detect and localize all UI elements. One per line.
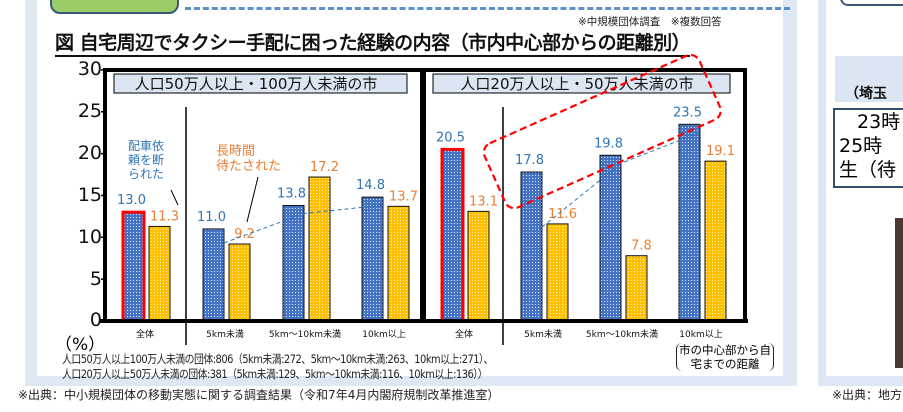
right-source: ※出典：地方 [832,388,903,402]
series-label-refused: られた [128,167,164,181]
bar-long-wait [467,210,490,322]
data-label: 17.2 [310,160,339,175]
chart-title: 図 自宅周辺でタクシー手配に困った経験の内容（市内中心部からの距離別） [55,28,691,57]
right-illustration [840,0,903,6]
survey-note: ※中規模団体調査 ※複数回答 [578,16,722,28]
annotation-pointer [170,189,179,206]
data-label: 17.8 [515,153,544,168]
data-label: 13.8 [277,186,306,201]
data-label: 11.3 [150,209,179,224]
bar-refused [440,147,465,323]
right-header: （埼玉 [835,56,903,102]
y-tick: 25 [77,100,102,122]
bar-long-wait [387,205,410,322]
category-label: 5km～10km未満 [269,328,341,340]
right-line: 25時 [839,135,883,157]
data-label: 19.8 [594,136,623,151]
bar-long-wait [625,255,648,322]
data-label: 23.5 [673,105,702,120]
category-label: 5km未満 [524,328,562,340]
footnote-1: 人口50万人以上100万人未満の団体:806（5km未満:272、5km～10k… [62,352,493,366]
x-axis-label: 市の中心部から自宅までの距離 [676,343,774,371]
y-tick: 0 [89,309,102,331]
highlight-box [482,53,722,210]
footnote-2: 人口20万人以上50万人未満の団体:381（5km未満:129、5km～10km… [62,367,488,381]
data-label: 11.6 [548,207,577,222]
series-label-long-wait: 待たされた [216,159,281,174]
bar-long-wait [228,243,251,322]
category-label: 5km～10km未満 [586,328,658,340]
data-label: 13.7 [389,189,418,204]
y-tick: 10 [77,226,102,248]
category-label: 全体 [136,328,154,340]
bar-refused [599,154,622,322]
bar-long-wait [148,225,171,322]
bar-long-wait [704,160,727,322]
y-tick: 5 [89,268,102,290]
y-tick: 30 [77,58,102,80]
trend-line [541,131,701,228]
data-label: 9.2 [234,227,255,242]
data-label: 19.1 [706,144,735,159]
panel-title: 人口20万人以上・50万人未満の市 [460,75,693,93]
category-label: 5km未満 [206,328,244,340]
panel-title-box [432,73,731,94]
right-line: 23時 [857,111,901,133]
category-label: 10km以上 [362,329,405,340]
category-label: 10km以上 [679,329,722,340]
data-label: 11.0 [197,210,226,225]
bar-long-wait [308,176,331,322]
bar-long-wait [546,223,569,322]
source-note: ※出典：中小規模団体の移動実態に関する調査結果（令和7年4月内閣府規制改革推進室… [18,388,500,402]
series-label-long-wait: 長時間 [216,144,255,159]
y-tick: 20 [77,142,102,164]
right-header-text: （埼玉 [845,86,887,102]
dashed-divider [185,7,790,10]
bar-refused [520,171,543,322]
data-label: 20.5 [436,130,465,145]
panel-title: 人口50万人以上・100万人未満の市 [135,75,378,93]
photo [895,218,903,368]
illustration [50,0,179,14]
annotation-pointer [246,176,259,223]
y-unit: （%） [55,335,106,355]
y-tick: 15 [77,184,102,206]
bar-refused [678,123,701,322]
bar-refused [121,210,146,323]
category-label: 全体 [455,328,473,340]
data-label: 7.8 [631,239,652,254]
data-label: 13.1 [469,194,498,209]
right-textbox: 23時 25時 生（待 [833,108,903,188]
trend-line [223,204,384,244]
bar-refused [202,228,225,322]
data-label: 13.0 [117,193,146,208]
bar-refused [361,196,384,322]
series-label-refused: 頼を断 [128,152,164,167]
panel-title-box [113,73,408,94]
series-label-refused: 配車依 [128,138,164,153]
bar-refused [282,204,305,322]
right-line: 生（待 [839,159,897,181]
data-label: 14.8 [356,178,385,193]
